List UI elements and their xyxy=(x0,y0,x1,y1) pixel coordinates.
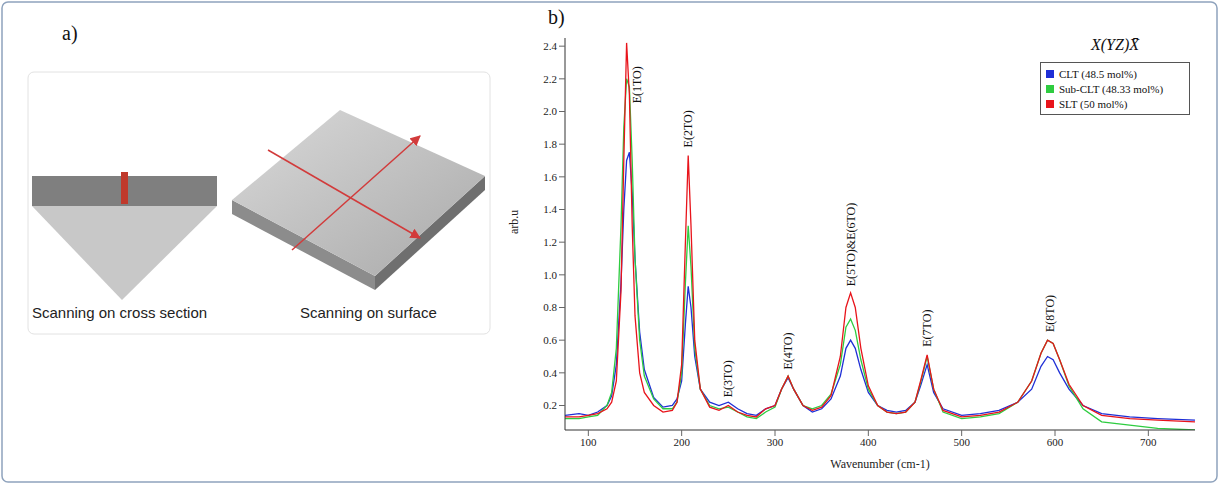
html-text:Sub-CLT (48.33 mol%): Sub-CLT (48.33 mol%) xyxy=(1059,82,1164,95)
svg-text:E(1TO): E(1TO) xyxy=(630,66,644,103)
svg-text:Scanning on surface: Scanning on surface xyxy=(300,304,437,321)
svg-text:700: 700 xyxy=(1140,436,1157,448)
html-text:SLT (50 mol%): SLT (50 mol%) xyxy=(1059,97,1128,110)
svg-text:E(4TO): E(4TO) xyxy=(781,332,795,369)
svg-text:E(7TO): E(7TO) xyxy=(920,310,934,347)
svg-text:200: 200 xyxy=(673,436,690,448)
svg-text:1.2: 1.2 xyxy=(543,236,557,248)
svg-text:300: 300 xyxy=(767,436,784,448)
svg-text:2.0: 2.0 xyxy=(543,105,557,117)
svg-text:E(2TO): E(2TO) xyxy=(681,110,695,147)
svg-text:1.8: 1.8 xyxy=(543,138,557,150)
svg-text:600: 600 xyxy=(1047,436,1064,448)
svg-text:Scanning on cross section: Scanning on cross section xyxy=(32,304,207,321)
svg-text:0.8: 0.8 xyxy=(543,301,557,313)
html-text:CLT (48.5 mol%): CLT (48.5 mol%) xyxy=(1059,67,1137,80)
svg-text:1.4: 1.4 xyxy=(543,203,557,215)
svg-text:1.6: 1.6 xyxy=(543,171,557,183)
svg-text:E(3TO): E(3TO) xyxy=(721,360,735,397)
svg-text:arb.u: arb.u xyxy=(507,210,521,234)
svg-text:1.0: 1.0 xyxy=(543,269,557,281)
svg-text:E(5TO)&E(6TO): E(5TO)&E(6TO) xyxy=(844,203,858,287)
svg-text:2.2: 2.2 xyxy=(543,73,557,85)
svg-text:500: 500 xyxy=(953,436,970,448)
svg-text:100: 100 xyxy=(580,436,597,448)
svg-text:400: 400 xyxy=(860,436,877,448)
svg-text:E(8TO): E(8TO) xyxy=(1043,295,1057,332)
html-text:X(YZ)X̄: X(YZ)X̄ xyxy=(1091,36,1139,53)
svg-text:2.4: 2.4 xyxy=(543,40,557,52)
svg-text:0.4: 0.4 xyxy=(543,367,557,379)
svg-text:0.6: 0.6 xyxy=(543,334,557,346)
svg-text:0.2: 0.2 xyxy=(543,399,557,411)
svg-text:b): b) xyxy=(548,6,565,29)
svg-text:a): a) xyxy=(62,22,78,45)
svg-text:Wavenumber (cm-1): Wavenumber (cm-1) xyxy=(830,457,929,471)
